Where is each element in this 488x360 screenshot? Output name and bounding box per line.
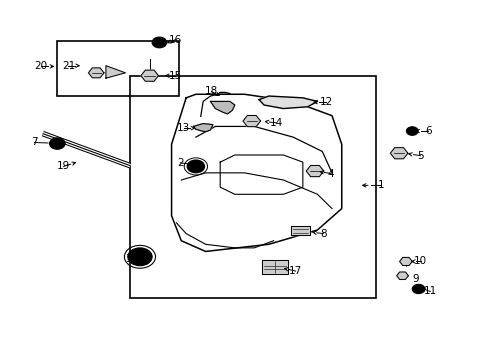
Polygon shape [259,96,317,109]
Circle shape [411,284,424,294]
Circle shape [49,138,65,149]
Text: 6: 6 [424,126,431,136]
Text: 4: 4 [327,168,334,179]
Text: 3: 3 [125,254,132,264]
Circle shape [192,163,200,169]
Polygon shape [88,68,104,78]
Polygon shape [305,166,323,177]
Text: 14: 14 [269,118,282,128]
Circle shape [54,141,61,146]
Text: 9: 9 [411,274,418,284]
Polygon shape [389,148,407,159]
Text: 10: 10 [413,256,426,266]
Circle shape [134,252,145,261]
Polygon shape [243,116,260,127]
Polygon shape [396,272,407,279]
Bar [57,41,179,96]
Text: 1: 1 [377,180,383,190]
Circle shape [152,37,166,48]
Text: 7: 7 [31,138,38,148]
Text: 17: 17 [288,266,302,276]
Polygon shape [193,123,212,132]
Text: 18: 18 [204,86,218,96]
Polygon shape [210,102,234,114]
Text: 13: 13 [177,123,190,133]
Text: 11: 11 [423,287,436,296]
Text: 15: 15 [168,71,182,81]
Polygon shape [261,260,287,274]
Text: 19: 19 [57,161,70,171]
Text: 2: 2 [177,158,183,168]
Text: 20: 20 [35,62,48,71]
Circle shape [187,160,204,173]
Circle shape [406,127,417,135]
Polygon shape [399,257,411,265]
Text: 5: 5 [416,151,423,161]
Text: 8: 8 [319,229,326,239]
Text: 21: 21 [62,61,75,71]
Bar [130,76,375,298]
Polygon shape [141,70,158,81]
Polygon shape [106,66,125,78]
Text: 16: 16 [168,35,182,45]
Text: 12: 12 [319,97,332,107]
Circle shape [127,248,152,266]
Polygon shape [290,226,309,235]
